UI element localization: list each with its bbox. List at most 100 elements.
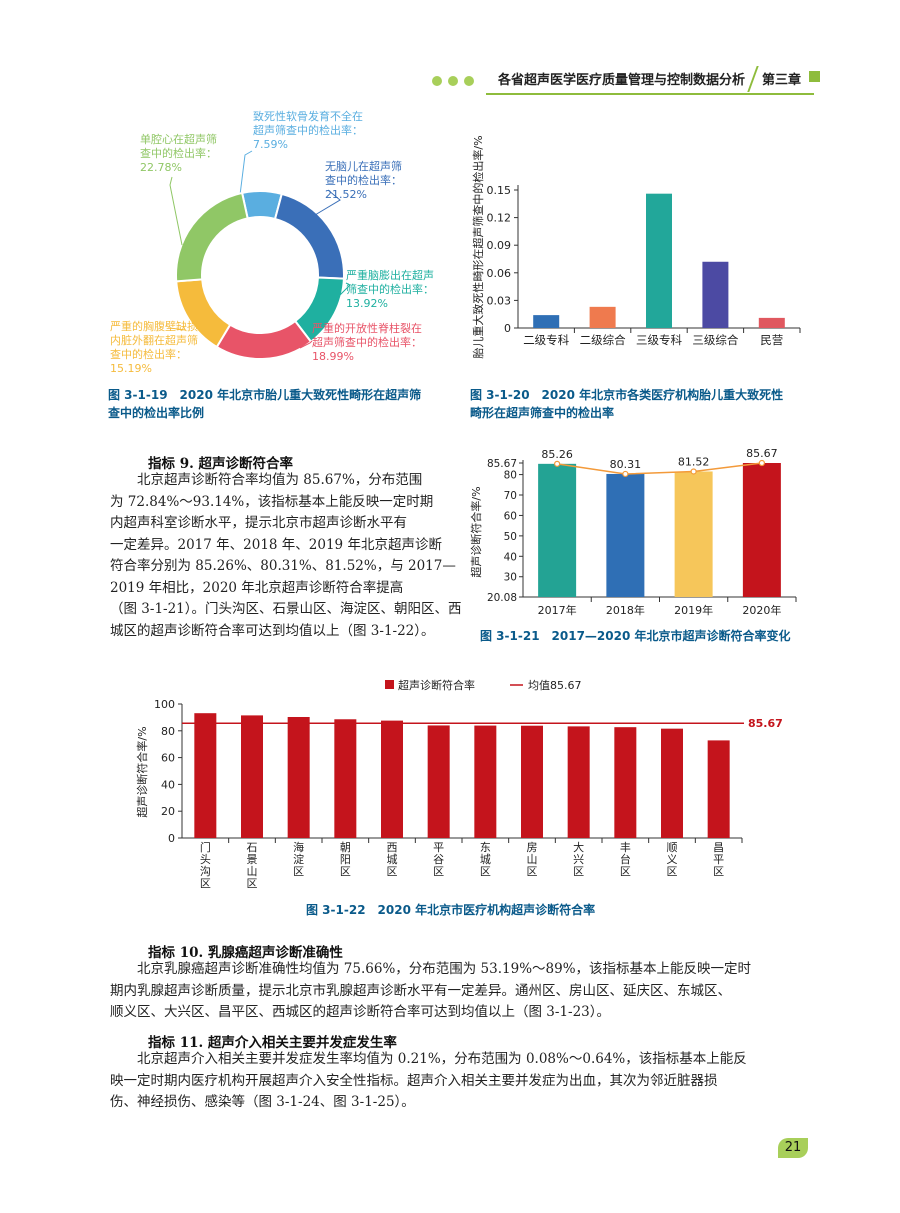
x-tick-char: 山 [247, 865, 258, 878]
x-tick-char: 城 [387, 853, 398, 866]
header-title: 各省超声医学医疗质量管理与控制数据分析 [498, 73, 746, 88]
bar [241, 715, 263, 838]
x-tick-label: 二级综合 [580, 333, 626, 347]
x-tick-char: 区 [573, 865, 584, 878]
slice-label: 严重的胸腹壁缺损内脏外翻在超声筛查中的检出率： 15.19% [110, 319, 198, 375]
bar [614, 727, 637, 838]
y-tick-label: 20 [161, 805, 175, 818]
x-tick-char: 区 [387, 865, 398, 878]
slice-label-line: 内脏外翻在超声筛 [110, 333, 198, 347]
paragraph-line: 一定差异。2017 年、2018 年、2019 年北京超声诊断 [110, 536, 442, 553]
donut-slice [273, 192, 345, 280]
y-tick-label: 50 [504, 531, 517, 543]
slice-label: 单腔心在超声筛查中的检出率： 22.78% [140, 132, 217, 174]
x-tick-label: 大兴区 [573, 840, 584, 878]
data-label: 85.67 [746, 447, 778, 460]
paragraph-line: 北京乳腺癌超声诊断准确性均值为 75.66%，分布范围为 53.19%～89%，… [137, 961, 752, 977]
x-tick-label: 民营 [760, 333, 783, 347]
slice-label-line: 超声筛查中的检出率： [312, 335, 422, 349]
paragraph-line: 北京超声介入相关主要并发症发生率均值为 0.21%，分布范围为 0.08%～0.… [137, 1051, 747, 1067]
fig20-bar-chart: 0 0.03 0.06 0.09 0.12 0.15 二级专科 二级综合 三级专科 三级综合 民营 胎… [471, 135, 801, 359]
slice-label-line: 22.78% [140, 161, 182, 174]
x-tick-char: 区 [527, 865, 538, 878]
x-tick-char: 区 [293, 865, 304, 878]
x-tick-label: 2017年 [538, 603, 577, 617]
slice-label: 严重的开放性脊柱裂在超声筛查中的检出率： 18.99% [312, 321, 422, 363]
indicator9-heading: 指标 9. 超声诊断符合率 [148, 456, 293, 472]
x-tick-label: 房山区 [527, 841, 538, 878]
x-tick-char: 义 [667, 853, 678, 866]
x-tick-char: 区 [340, 865, 351, 878]
x-tick-label: 顺义区 [667, 841, 678, 878]
x-tick-label: 平谷区 [433, 841, 444, 878]
slice-label: 严重脑膨出在超声筛查中的检出率： 13.92% [346, 268, 434, 310]
slice-label-line: 15.19% [110, 362, 152, 375]
leader-line [169, 176, 183, 246]
trend-point [554, 460, 561, 467]
slice-label-line: 查中的检出率： [140, 146, 217, 160]
bar [533, 315, 560, 328]
x-tick-label: 2018年 [606, 603, 645, 617]
x-tick-char: 朝 [340, 841, 351, 854]
y-tick-label: 80 [504, 470, 517, 482]
x-tick-char: 台 [620, 852, 631, 866]
header-chapter: 第三章 [762, 73, 802, 88]
fig19-caption-line1: 图 3-1-19 2020 年北京市胎儿重大致死性畸形在超声筛 [108, 388, 422, 402]
slice-label-line: 超声筛查中的检出率： [253, 123, 363, 137]
x-tick-char: 区 [433, 865, 444, 878]
x-tick-char: 平 [713, 853, 724, 866]
paragraph-line: 北京超声诊断符合率均值为 85.67%，分布范围 [137, 472, 423, 488]
x-tick-char: 区 [713, 865, 724, 878]
x-tick-label: 三级综合 [692, 333, 738, 347]
x-tick-label: 石景山区 [247, 841, 258, 890]
paragraph-line: 内超声科室诊断水平，提示北京市超声诊断水平有 [110, 515, 407, 531]
x-tick-label: 二级专科 [523, 333, 569, 347]
paragraph-line: 顺义区、大兴区、昌平区、西城区的超声诊断符合率可达到均值以上（图 3-1-23）… [110, 1004, 611, 1020]
legend-bar-label: 超声诊断符合率 [398, 678, 475, 692]
x-tick-char: 房 [527, 841, 538, 854]
fig20-caption-line1: 图 3-1-20 2020 年北京市各类医疗机构胎儿重大致死性 [470, 388, 784, 402]
fig20-caption: 图 3-1-20 2020 年北京市各类医疗机构胎儿重大致死性 畸形在超声筛查中… [470, 386, 783, 422]
indicator9-paragraph: 北京超声诊断符合率均值为 85.67%，分布范围为 72.84%～93.14%，… [110, 470, 462, 642]
x-tick-char: 丰 [620, 841, 631, 854]
x-tick-char: 沟 [200, 865, 211, 878]
slice-label-line: 7.59% [253, 138, 288, 151]
y-tick-label: 30 [504, 572, 517, 584]
x-tick-char: 淀 [293, 852, 304, 866]
slice-label-line: 严重的胸腹壁缺损 [110, 319, 198, 333]
x-tick-label: 丰台区 [620, 841, 631, 878]
fig19-donut-chart: 致死性软骨发育不全在超声筛查中的检出率： 7.59%无脑儿在超声筛查中的检出率： 2… [110, 109, 434, 375]
data-label: 81.52 [678, 455, 710, 468]
y-tick-label: 0.12 [487, 212, 512, 225]
fig19-caption-line2: 查中的检出率比例 [108, 406, 205, 420]
slice-label-line: 查中的检出率： [325, 173, 402, 187]
x-tick-char: 海 [293, 840, 304, 854]
leader-line [339, 282, 351, 296]
paragraph-line: 映一定时期内医疗机构开展超声介入安全性指标。超声介入相关主要并发症为出血，其次为… [110, 1072, 718, 1089]
y-tick-label: 0 [504, 322, 511, 335]
slice-label-line: 21.52% [325, 188, 367, 201]
x-tick-char: 区 [480, 865, 491, 878]
y-axis-label: 超声诊断符合率/% [469, 486, 483, 577]
x-tick-char: 兴 [573, 853, 584, 866]
legend-line-label: 均值85.67 [528, 679, 582, 692]
bar [646, 193, 672, 328]
header-square-icon [809, 71, 820, 82]
bar [589, 306, 616, 328]
y-tick-label: 60 [161, 752, 175, 765]
slice-label: 致死性软骨发育不全在超声筛查中的检出率： 7.59% [253, 109, 363, 151]
bar [521, 725, 543, 838]
x-tick-char: 头 [200, 853, 211, 866]
x-tick-char: 石 [247, 841, 258, 854]
x-tick-label: 昌平区 [713, 841, 724, 878]
page-number: 21 [778, 1138, 808, 1158]
bar [427, 725, 450, 838]
y-axis-label: 超声诊断符合率/% [135, 726, 149, 817]
x-tick-label: 门头沟区 [200, 840, 211, 890]
bar [287, 716, 310, 838]
trend-point [690, 468, 697, 475]
y-tick-label: 0.09 [487, 239, 512, 252]
slice-label-line: 无脑儿在超声筛 [325, 159, 402, 173]
fig19-caption: 图 3-1-19 2020 年北京市胎儿重大致死性畸形在超声筛 查中的检出率比例 [108, 386, 421, 422]
